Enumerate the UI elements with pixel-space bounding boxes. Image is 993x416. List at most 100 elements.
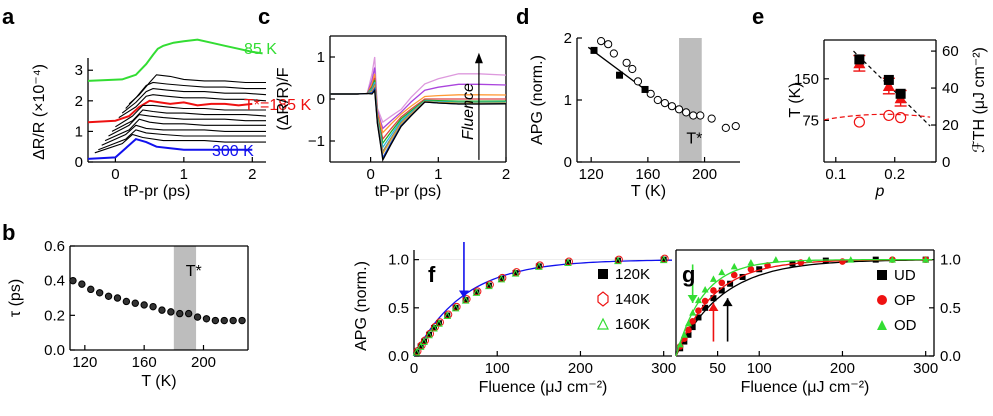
data-point [113, 294, 122, 302]
panel-d-axes: 120 160 200 0 1 2 APG (norm.) T (K) T* [529, 30, 740, 200]
point-op [695, 307, 702, 315]
point-od [701, 286, 709, 293]
threshold-arrowhead [687, 295, 698, 303]
annotation-tstar: T* [686, 130, 702, 147]
data-point-open [707, 114, 716, 123]
legend-marker-120k [598, 269, 608, 279]
point-od [888, 256, 896, 263]
x-tick-label: 0.2 [884, 166, 905, 183]
panel-label-e: e [752, 4, 764, 29]
point-ud [689, 324, 696, 331]
y-tick-label: 0.0 [388, 348, 409, 365]
point-160k [435, 319, 443, 327]
data-point [104, 292, 113, 300]
x-tick-label: 0 [410, 360, 418, 377]
data-point-open [622, 58, 631, 67]
panel-d-marks [587, 37, 740, 133]
point-160k [472, 288, 481, 296]
series-line [118, 94, 267, 119]
data-point-open [633, 77, 643, 86]
data-point [140, 301, 148, 309]
data-point [229, 316, 237, 325]
x-tick-label: 200 [191, 354, 216, 371]
panel-c-axes: 0 1 2 −1 0 1 (ΔR/R)/F tP-pr (ps) [275, 35, 510, 200]
tstar-point [895, 88, 906, 99]
point-od [689, 309, 697, 316]
y-tick-label-right: 1.0 [940, 252, 961, 269]
point-160k [430, 323, 438, 332]
panel-f-axes: 0 100 200 300 0.0 0.5 1.0 APG (norm.) Fluence (μ… [353, 250, 676, 396]
annotation-tstar: T* [186, 263, 202, 280]
y-axis-label: APG (norm.) [353, 261, 370, 351]
series-line [121, 88, 267, 114]
x-tick-label: 120 [72, 354, 97, 371]
y-tick-label: 0 [564, 154, 572, 171]
point-op [701, 297, 709, 305]
data-point [87, 285, 95, 294]
y-tick-label: 0.2 [44, 307, 65, 324]
point-od [694, 296, 702, 304]
panel-e: e 0.1 0.2 75 150 0 20 40 60 T (K) ℱTH (μJ cm⁻²) p [752, 4, 988, 200]
point-ud [727, 280, 734, 287]
data-point [193, 313, 202, 321]
y-tick-label-right: 20 [942, 117, 959, 134]
series-line [330, 56, 507, 124]
fth-point [882, 80, 895, 92]
x-tick-label: 100 [485, 360, 510, 377]
y-tick-label: 1 [564, 92, 572, 109]
point-od [847, 256, 855, 263]
fit-line [587, 46, 652, 95]
series-line [330, 88, 507, 162]
y-tick-label: 0.0 [44, 342, 65, 359]
panel-e-marks [823, 50, 931, 128]
annotation-85k: 85 K [244, 41, 277, 58]
point-120k [420, 338, 427, 345]
x-axis-label: T (K) [631, 183, 666, 200]
y-tick-label-right: 60 [942, 43, 959, 60]
fluence-label: Fluence [460, 83, 477, 140]
panel-d: d 120 160 200 0 1 2 APG (norm.) T (K) T* [516, 4, 740, 200]
point-od [922, 256, 930, 263]
tc-point [883, 109, 895, 122]
data-point [176, 309, 184, 318]
point-120k [512, 270, 519, 277]
y-tick-label-right: 40 [942, 80, 959, 97]
data-point [149, 302, 157, 311]
data-point [202, 315, 211, 323]
legend-marker-op [877, 295, 887, 305]
point-160k [485, 281, 493, 290]
panel-a: a 0 1 2 0 1 2 3 ΔR/R (×10⁻⁴) tP-pr (ps) 85 K T*=1… [2, 4, 311, 200]
data-point-open [696, 111, 705, 120]
y-tick-label-right: 0.5 [940, 300, 961, 317]
panel-b: b 120 160 200 0.0 0.2 0.4 0.6 τ (ps) T (K) T* [2, 220, 249, 390]
point-160k [412, 348, 421, 356]
data-point-filled [616, 71, 624, 79]
point-160k [416, 342, 425, 350]
point-od [709, 275, 717, 282]
point-160k [497, 274, 506, 283]
x-axis-label: p [875, 183, 885, 200]
y-tick-label: 75 [802, 112, 819, 129]
point-120k [452, 304, 459, 311]
y-tick-label: 3 [75, 62, 83, 79]
threshold-arrowhead [458, 290, 469, 299]
tc-dome-line [823, 113, 931, 121]
point-ud [685, 331, 692, 338]
point-160k [461, 295, 470, 304]
tstar-shade [173, 246, 197, 350]
x-tick-label: 160 [132, 354, 157, 371]
x-tick-label: 1 [434, 166, 442, 183]
threshold-arrowhead [722, 298, 733, 307]
x-axis-label: Fluence (μJ cm⁻²) [741, 379, 870, 396]
data-point-filled [590, 46, 598, 54]
legend-label-ud: UD [894, 267, 916, 284]
series-line [330, 67, 507, 130]
data-point [95, 289, 104, 297]
series-line-85K [87, 38, 263, 82]
legend-label-op: OP [894, 292, 916, 309]
point-160k [425, 330, 433, 339]
legend-label-od: OD [894, 317, 917, 334]
series-line [108, 114, 266, 137]
data-point [211, 316, 220, 325]
x-tick-label: 200 [568, 360, 593, 377]
